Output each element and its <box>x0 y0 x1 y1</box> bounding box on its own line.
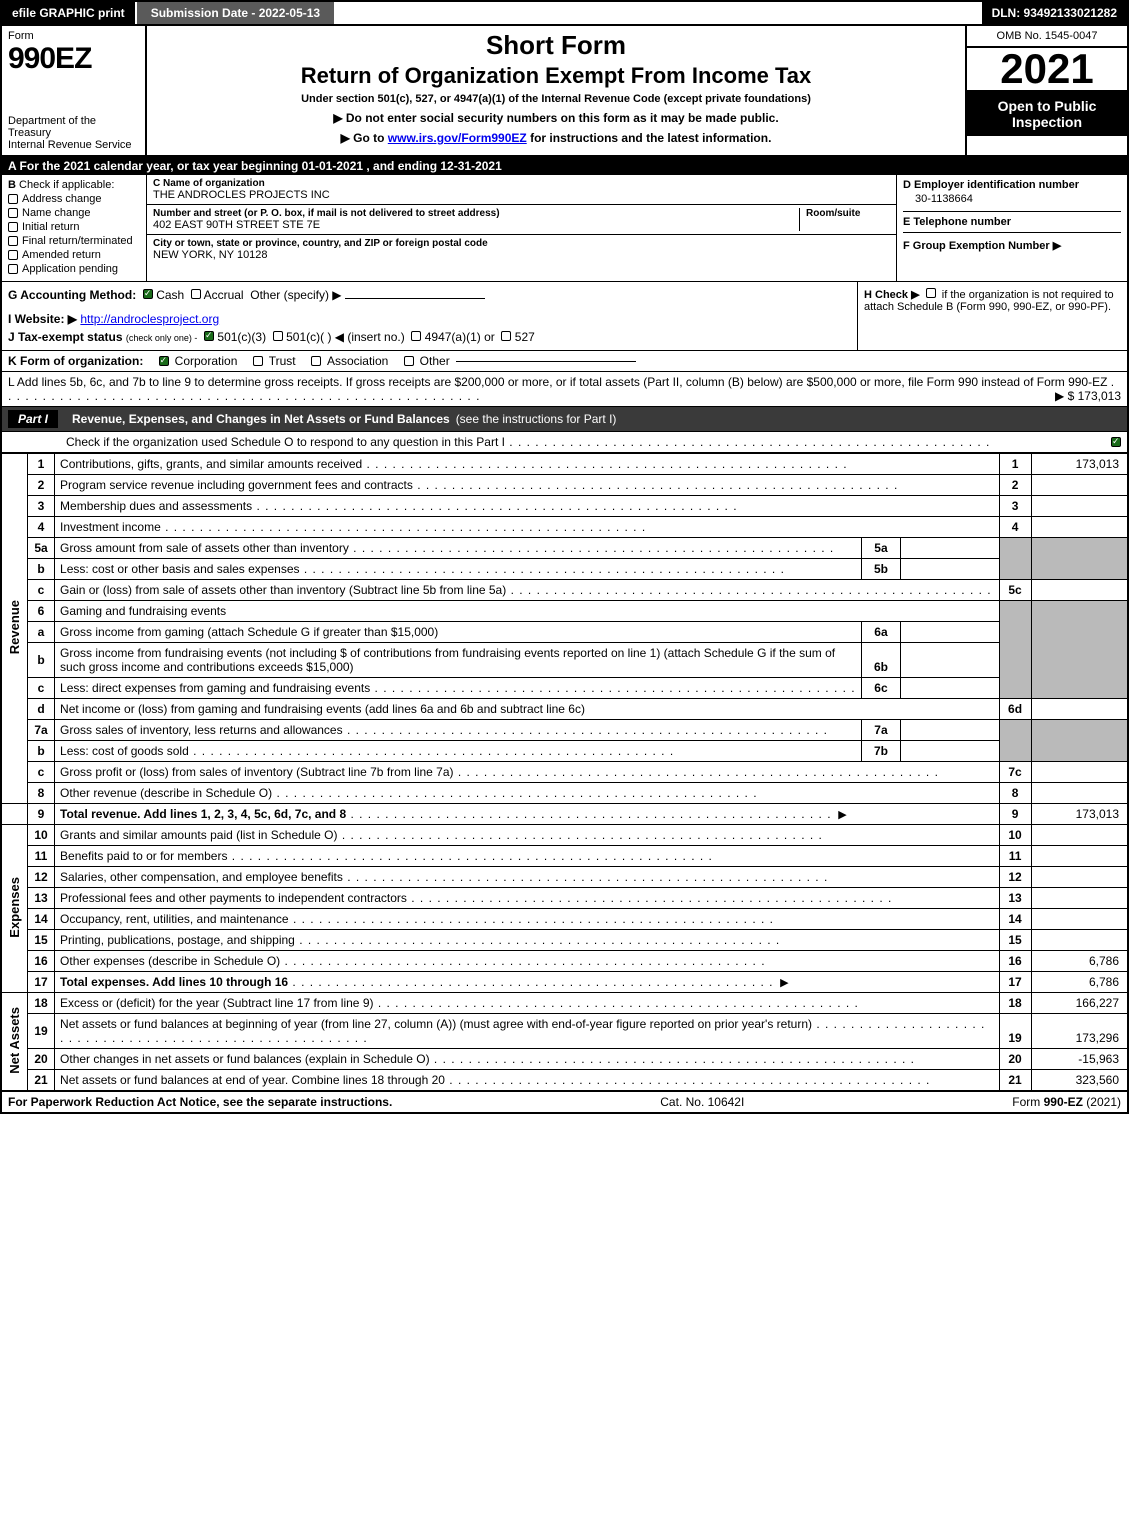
section-g-h: G Accounting Method: Cash Accrual Other … <box>0 282 1129 351</box>
checkbox-name-change[interactable] <box>8 208 18 218</box>
section-a-period: A For the 2021 calendar year, or tax yea… <box>0 157 1129 175</box>
section-l: L Add lines 5b, 6c, and 7b to line 9 to … <box>0 372 1129 407</box>
tax-exempt-label: J Tax-exempt status <box>8 330 123 344</box>
line-6d-value <box>1031 699 1128 720</box>
line-1-value: 173,013 <box>1031 454 1128 475</box>
city-value: NEW YORK, NY 10128 <box>153 249 890 261</box>
line-8-value <box>1031 783 1128 804</box>
title-short-form: Short Form <box>155 30 957 61</box>
checkbox-association[interactable] <box>311 356 321 366</box>
footer-center: Cat. No. 10642I <box>660 1095 744 1109</box>
instruction-goto: ▶ Go to www.irs.gov/Form990EZ for instru… <box>155 131 957 145</box>
checkbox-trust[interactable] <box>253 356 263 366</box>
checkbox-501c[interactable] <box>273 331 283 341</box>
ein-value: 30-1138664 <box>903 191 1121 212</box>
line-13-value <box>1031 888 1128 909</box>
line-16-value: 6,786 <box>1031 951 1128 972</box>
info-grid: B Check if applicable: Address change Na… <box>0 175 1129 282</box>
section-h: H Check ▶ if the organization is not req… <box>857 282 1127 350</box>
address-value: 402 EAST 90TH STREET STE 7E <box>153 219 793 231</box>
city-label: City or town, state or province, country… <box>153 238 890 249</box>
section-b: B Check if applicable: Address change Na… <box>2 175 147 281</box>
tax-year: 2021 <box>967 48 1127 92</box>
checkbox-cash[interactable] <box>143 289 153 299</box>
group-exemption-label: F Group Exemption Number ▶ <box>903 240 1061 252</box>
checkbox-initial-return[interactable] <box>8 222 18 232</box>
checkbox-other-org[interactable] <box>404 356 414 366</box>
line-14-value <box>1031 909 1128 930</box>
address-label: Number and street (or P. O. box, if mail… <box>153 208 793 219</box>
footer-left: For Paperwork Reduction Act Notice, see … <box>8 1095 392 1109</box>
form-header: Form 990EZ Department of the Treasury In… <box>0 26 1129 157</box>
subtitle: Under section 501(c), 527, or 4947(a)(1)… <box>155 93 957 105</box>
revenue-vertical-label: Revenue <box>1 454 28 804</box>
room-label: Room/suite <box>806 208 890 219</box>
line-21-value: 323,560 <box>1031 1070 1128 1091</box>
line-15-value <box>1031 930 1128 951</box>
checkbox-accrual[interactable] <box>191 289 201 299</box>
line-5c-value <box>1031 580 1128 601</box>
form-label: Form <box>8 30 139 42</box>
website-label: I Website: ▶ <box>8 312 77 326</box>
submission-date: Submission Date - 2022-05-13 <box>137 2 334 24</box>
section-c: C Name of organization THE ANDROCLES PRO… <box>147 175 897 281</box>
expenses-vertical-label: Expenses <box>1 825 28 993</box>
checkbox-schedule-b[interactable] <box>926 288 936 298</box>
line-3-value <box>1031 496 1128 517</box>
line-20-value: -15,963 <box>1031 1049 1128 1070</box>
line-9-value: 173,013 <box>1031 804 1128 825</box>
part-1-check-row: Part ICheck if the organization used Sch… <box>0 432 1129 453</box>
irs-link[interactable]: www.irs.gov/Form990EZ <box>388 131 527 145</box>
section-d-e-f: D Employer identification number 30-1138… <box>897 175 1127 281</box>
line-2-value <box>1031 475 1128 496</box>
checkbox-4947[interactable] <box>411 331 421 341</box>
part-1-label: Part I <box>8 410 58 428</box>
line-18-value: 166,227 <box>1031 993 1128 1014</box>
footer-right: Form 990-EZ (2021) <box>1012 1095 1121 1109</box>
website-link[interactable]: http://androclesproject.org <box>80 312 219 326</box>
revenue-table: Revenue 1 Contributions, gifts, grants, … <box>0 453 1129 1091</box>
title-main: Return of Organization Exempt From Incom… <box>155 63 957 89</box>
department-label: Department of the Treasury Internal Reve… <box>8 115 139 151</box>
checkbox-schedule-o[interactable] <box>1111 437 1121 447</box>
line-17-value: 6,786 <box>1031 972 1128 993</box>
line-4-value <box>1031 517 1128 538</box>
accounting-method-label: G Accounting Method: <box>8 288 136 302</box>
line-12-value <box>1031 867 1128 888</box>
telephone-label: E Telephone number <box>903 216 1011 228</box>
line-7c-value <box>1031 762 1128 783</box>
section-k: K Form of organization: Corporation Trus… <box>0 351 1129 372</box>
checkbox-application-pending[interactable] <box>8 264 18 274</box>
checkbox-address-change[interactable] <box>8 194 18 204</box>
org-name-label: C Name of organization <box>153 178 890 189</box>
netassets-vertical-label: Net Assets <box>1 993 28 1091</box>
efile-print-button[interactable]: efile GRAPHIC print <box>2 2 137 24</box>
checkbox-amended-return[interactable] <box>8 250 18 260</box>
line-10-value <box>1031 825 1128 846</box>
checkbox-corporation[interactable] <box>159 356 169 366</box>
inspection-badge: Open to Public Inspection <box>967 92 1127 136</box>
form-number: 990EZ <box>8 42 139 76</box>
part-1-header: Part I Revenue, Expenses, and Changes in… <box>0 407 1129 432</box>
top-bar: efile GRAPHIC print Submission Date - 20… <box>0 0 1129 26</box>
page-footer: For Paperwork Reduction Act Notice, see … <box>0 1091 1129 1114</box>
checkbox-final-return[interactable] <box>8 236 18 246</box>
line-19-value: 173,296 <box>1031 1014 1128 1049</box>
instruction-ssn: ▶ Do not enter social security numbers o… <box>155 111 957 125</box>
org-name: THE ANDROCLES PROJECTS INC <box>153 189 890 201</box>
checkbox-501c3[interactable] <box>204 331 214 341</box>
checkbox-527[interactable] <box>501 331 511 341</box>
ein-label: D Employer identification number <box>903 179 1079 191</box>
line-11-value <box>1031 846 1128 867</box>
dln-label: DLN: 93492133021282 <box>982 2 1127 24</box>
